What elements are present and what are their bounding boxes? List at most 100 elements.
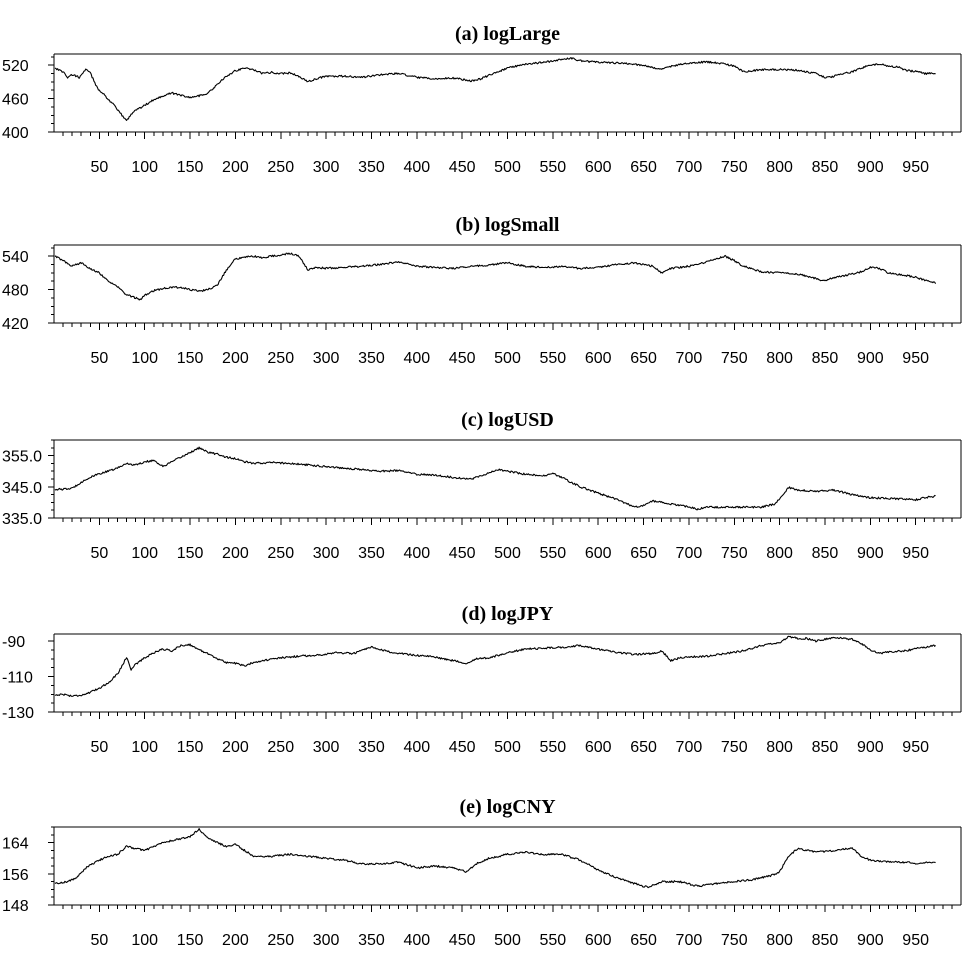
x-tick-label: 400: [403, 932, 430, 949]
x-tick-label: 600: [585, 545, 612, 562]
x-tick-label: 850: [812, 739, 839, 756]
x-tick-label: 250: [267, 350, 294, 367]
x-tick-label: 50: [90, 739, 108, 756]
x-tick-label: 450: [449, 932, 476, 949]
chart-title: (d) logJPY: [462, 603, 554, 625]
x-tick-label: 100: [131, 739, 158, 756]
x-tick-label: 900: [857, 545, 884, 562]
x-tick-label: 100: [131, 350, 158, 367]
series-line: [54, 446, 936, 511]
x-tick-label: 150: [177, 159, 204, 176]
x-tick-label: 650: [630, 739, 657, 756]
x-tick-label: 250: [267, 739, 294, 756]
x-tick-label: 600: [585, 350, 612, 367]
x-tick-label: 600: [585, 159, 612, 176]
x-tick-label: 200: [222, 739, 249, 756]
x-tick-label: 300: [313, 932, 340, 949]
x-tick-label: 950: [902, 932, 929, 949]
x-tick-label: 700: [676, 932, 703, 949]
x-tick-label: 300: [313, 159, 340, 176]
x-tick-label: 900: [857, 739, 884, 756]
panel-logcny: (e) logCNY 148 156 164 50 100 150 200 250 300 350 4…: [2, 796, 962, 949]
x-tick-label: 800: [766, 350, 793, 367]
x-tick-label: 550: [539, 932, 566, 949]
panel-loglarge: (a) logLarge 400 460 520 50 100 150 200 250 300 35…: [2, 23, 962, 176]
x-tick-label: 200: [222, 545, 249, 562]
x-tick-label: 800: [766, 545, 793, 562]
x-tick-label: 250: [267, 932, 294, 949]
x-tick-label: 550: [539, 350, 566, 367]
y-tick-label: -130: [2, 705, 34, 722]
x-tick-label: 100: [131, 545, 158, 562]
x-tick-label: 500: [494, 350, 521, 367]
x-tick-label: 50: [90, 932, 108, 949]
x-tick-label: 350: [358, 159, 385, 176]
x-tick-label: 750: [721, 932, 748, 949]
x-tick-label: 650: [630, 159, 657, 176]
x-tick-label: 550: [539, 545, 566, 562]
x-tick-label: 50: [90, 545, 108, 562]
y-tick-label: 355.0: [2, 449, 42, 466]
x-tick-label: 700: [676, 350, 703, 367]
x-tick-label: 100: [131, 159, 158, 176]
x-tick-label: 750: [721, 739, 748, 756]
x-tick-label: 650: [630, 545, 657, 562]
x-tick-label: 850: [812, 159, 839, 176]
x-tick-label: 750: [721, 350, 748, 367]
x-tick-label: 950: [902, 739, 929, 756]
chart-title: (b) logSmall: [456, 214, 560, 236]
y-tick-label: 480: [2, 283, 29, 300]
x-tick-label: 900: [857, 159, 884, 176]
x-tick-label: 700: [676, 159, 703, 176]
x-tick-label: 200: [222, 159, 249, 176]
panel-logjpy: (d) logJPY -130 -110 -90 50 100 150 200 250 300 35…: [2, 603, 962, 756]
x-tick-label: 150: [177, 739, 204, 756]
x-tick-label: 250: [267, 545, 294, 562]
y-tick-label: 345.0: [2, 480, 42, 497]
x-tick-label: 400: [403, 545, 430, 562]
x-tick-label: 950: [902, 545, 929, 562]
x-tick-label: 950: [902, 350, 929, 367]
x-tick-label: 50: [90, 350, 108, 367]
y-tick-label: 400: [2, 125, 29, 142]
y-tick-label: 520: [2, 58, 29, 75]
x-tick-label: 550: [539, 159, 566, 176]
x-tick-label: 200: [222, 350, 249, 367]
y-tick-label: 148: [2, 898, 29, 915]
x-tick-label: 350: [358, 932, 385, 949]
x-tick-label: 250: [267, 159, 294, 176]
x-tick-label: 450: [449, 159, 476, 176]
chart-title: (a) logLarge: [455, 23, 560, 45]
series-line: [54, 635, 936, 697]
x-tick-label: 800: [766, 932, 793, 949]
series-line: [54, 56, 936, 121]
x-tick-label: 700: [676, 739, 703, 756]
x-tick-label: 350: [358, 545, 385, 562]
x-tick-label: 500: [494, 545, 521, 562]
x-tick-label: 550: [539, 739, 566, 756]
x-tick-label: 600: [585, 739, 612, 756]
x-tick-label: 150: [177, 545, 204, 562]
x-tick-label: 800: [766, 739, 793, 756]
series-line: [54, 828, 936, 889]
x-tick-label: 450: [449, 350, 476, 367]
x-tick-label: 400: [403, 350, 430, 367]
x-tick-label: 350: [358, 739, 385, 756]
x-tick-label: 900: [857, 932, 884, 949]
panel-logusd: (c) logUSD 335.0 345.0 355.0 50 100 150 200 250 3…: [2, 409, 962, 562]
x-tick-label: 300: [313, 739, 340, 756]
x-tick-label: 650: [630, 932, 657, 949]
x-tick-label: 300: [313, 350, 340, 367]
x-tick-label: 450: [449, 545, 476, 562]
x-tick-label: 850: [812, 545, 839, 562]
x-tick-label: 400: [403, 159, 430, 176]
x-tick-label: 750: [721, 159, 748, 176]
x-tick-label: 700: [676, 545, 703, 562]
y-tick-label: -110: [2, 670, 33, 687]
x-tick-label: 50: [90, 159, 108, 176]
x-tick-label: 650: [630, 350, 657, 367]
chart-title: (c) logUSD: [461, 409, 554, 431]
x-tick-label: 200: [222, 932, 249, 949]
y-tick-label: 164: [2, 836, 29, 853]
x-tick-label: 100: [131, 932, 158, 949]
